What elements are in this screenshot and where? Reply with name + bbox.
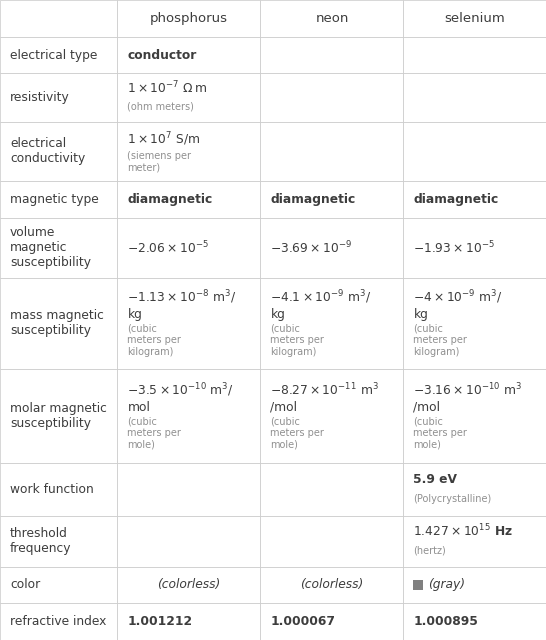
Bar: [403, 604, 546, 640]
Text: resistivity: resistivity: [10, 91, 70, 104]
Bar: [0, 74, 117, 122]
Text: (cubic
meters per
mole): (cubic meters per mole): [127, 417, 181, 450]
Text: neon: neon: [315, 12, 349, 25]
Bar: [403, 181, 546, 218]
Text: $-2.06\times10^{-5}$: $-2.06\times10^{-5}$: [127, 239, 210, 256]
Bar: [117, 566, 260, 604]
Bar: [117, 604, 260, 640]
Bar: [260, 463, 403, 516]
Bar: [260, 122, 403, 181]
Bar: [117, 74, 260, 122]
Bar: [0, 181, 117, 218]
Bar: [117, 0, 260, 36]
Bar: [117, 463, 260, 516]
Text: (cubic
meters per
mole): (cubic meters per mole): [270, 417, 324, 450]
Text: 1.000067: 1.000067: [270, 615, 335, 628]
Bar: [0, 36, 117, 74]
Text: electrical type: electrical type: [10, 49, 97, 61]
Text: color: color: [10, 579, 40, 591]
Bar: [403, 516, 546, 566]
Text: (ohm meters): (ohm meters): [127, 101, 194, 111]
Text: selenium: selenium: [444, 12, 505, 25]
Bar: [403, 122, 546, 181]
Text: (cubic
meters per
kilogram): (cubic meters per kilogram): [270, 323, 324, 356]
Bar: [260, 181, 403, 218]
Text: 1.000895: 1.000895: [413, 615, 478, 628]
Bar: [117, 181, 260, 218]
Text: magnetic type: magnetic type: [10, 193, 99, 206]
Text: threshold
frequency: threshold frequency: [10, 527, 72, 556]
Bar: [0, 218, 117, 278]
Text: mass magnetic
susceptibility: mass magnetic susceptibility: [10, 310, 104, 337]
Bar: [117, 122, 260, 181]
Text: $-3.69\times10^{-9}$: $-3.69\times10^{-9}$: [270, 239, 353, 256]
Text: volume
magnetic
susceptibility: volume magnetic susceptibility: [10, 227, 91, 269]
Text: diamagnetic: diamagnetic: [413, 193, 498, 206]
Text: $1\times10^{7}$ S/m: $1\times10^{7}$ S/m: [127, 131, 200, 148]
Bar: [413, 580, 424, 590]
Bar: [117, 278, 260, 369]
Bar: [403, 218, 546, 278]
Bar: [260, 278, 403, 369]
Text: refractive index: refractive index: [10, 615, 106, 628]
Bar: [403, 0, 546, 36]
Bar: [117, 369, 260, 463]
Bar: [0, 463, 117, 516]
Text: (gray): (gray): [429, 579, 466, 591]
Text: $-3.5\times10^{-10}$ m$^3$/
mol: $-3.5\times10^{-10}$ m$^3$/ mol: [127, 381, 234, 414]
Bar: [403, 278, 546, 369]
Text: molar magnetic
susceptibility: molar magnetic susceptibility: [10, 403, 107, 430]
Text: work function: work function: [10, 483, 94, 496]
Text: (cubic
meters per
mole): (cubic meters per mole): [413, 417, 467, 450]
Text: diamagnetic: diamagnetic: [127, 193, 212, 206]
Bar: [0, 566, 117, 604]
Text: $-3.16\times10^{-10}$ m$^3$
/mol: $-3.16\times10^{-10}$ m$^3$ /mol: [413, 381, 523, 413]
Bar: [260, 604, 403, 640]
Bar: [260, 74, 403, 122]
Bar: [117, 516, 260, 566]
Bar: [0, 604, 117, 640]
Text: $-4.1\times10^{-9}$ m$^3$/
kg: $-4.1\times10^{-9}$ m$^3$/ kg: [270, 289, 372, 321]
Text: $-8.27\times10^{-11}$ m$^3$
/mol: $-8.27\times10^{-11}$ m$^3$ /mol: [270, 381, 379, 413]
Text: (colorless): (colorless): [300, 579, 364, 591]
Text: $-4\times10^{-9}$ m$^3$/
kg: $-4\times10^{-9}$ m$^3$/ kg: [413, 289, 503, 321]
Text: (hertz): (hertz): [413, 545, 446, 556]
Bar: [403, 463, 546, 516]
Text: diamagnetic: diamagnetic: [270, 193, 355, 206]
Bar: [0, 278, 117, 369]
Text: (cubic
meters per
kilogram): (cubic meters per kilogram): [413, 323, 467, 356]
Bar: [260, 218, 403, 278]
Text: phosphorus: phosphorus: [150, 12, 228, 25]
Text: (Polycrystalline): (Polycrystalline): [413, 494, 492, 504]
Text: $-1.13\times10^{-8}$ m$^3$/
kg: $-1.13\times10^{-8}$ m$^3$/ kg: [127, 289, 236, 321]
Text: (colorless): (colorless): [157, 579, 221, 591]
Bar: [403, 74, 546, 122]
Bar: [117, 218, 260, 278]
Bar: [260, 566, 403, 604]
Text: $1\times10^{-7}$ Ω m: $1\times10^{-7}$ Ω m: [127, 79, 207, 96]
Bar: [0, 369, 117, 463]
Bar: [0, 122, 117, 181]
Text: $-1.93\times10^{-5}$: $-1.93\times10^{-5}$: [413, 239, 496, 256]
Text: (cubic
meters per
kilogram): (cubic meters per kilogram): [127, 323, 181, 356]
Text: electrical
conductivity: electrical conductivity: [10, 138, 85, 165]
Bar: [403, 369, 546, 463]
Bar: [0, 0, 117, 36]
Bar: [260, 516, 403, 566]
Bar: [260, 0, 403, 36]
Text: conductor: conductor: [127, 49, 197, 61]
Text: 1.001212: 1.001212: [127, 615, 193, 628]
Bar: [260, 369, 403, 463]
Bar: [260, 36, 403, 74]
Text: 5.9 eV: 5.9 eV: [413, 473, 458, 486]
Text: (siemens per
meter): (siemens per meter): [127, 151, 192, 173]
Text: $1.427\times10^{15}$ Hz: $1.427\times10^{15}$ Hz: [413, 523, 514, 540]
Bar: [403, 566, 546, 604]
Bar: [403, 36, 546, 74]
Bar: [117, 36, 260, 74]
Bar: [0, 516, 117, 566]
